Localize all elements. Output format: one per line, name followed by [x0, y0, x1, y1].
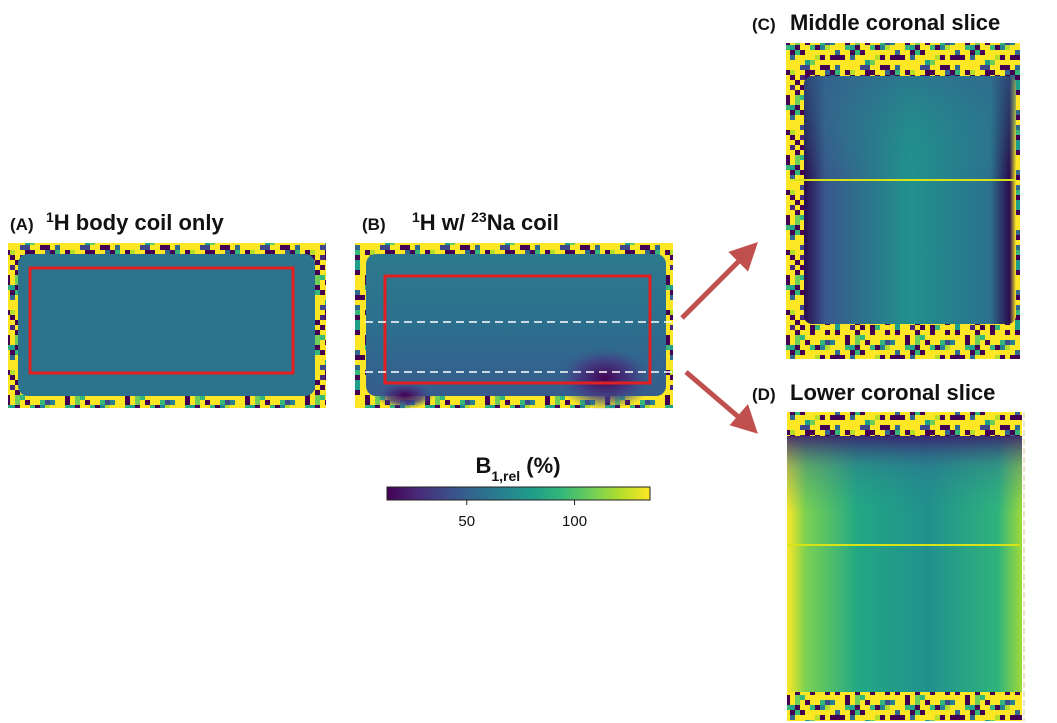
- arrow: [682, 258, 742, 318]
- tick-label: 50: [458, 513, 475, 530]
- title-part: Middle coronal slice: [790, 10, 1000, 35]
- title-part: 1: [46, 209, 54, 225]
- phantom-shading: [787, 436, 1022, 692]
- phantom-shading: [804, 76, 1016, 324]
- panel-label: (D): [752, 385, 776, 404]
- colorbar-ticks: 50 100: [458, 500, 587, 530]
- title-part: Na coil: [487, 210, 559, 235]
- label-part: B: [475, 453, 491, 478]
- label-part: (%): [520, 453, 560, 478]
- title-part: 23: [471, 209, 487, 225]
- title-part: H body coil only: [54, 210, 225, 235]
- panel-label: (B): [362, 215, 386, 234]
- panel-label: (A): [10, 215, 34, 234]
- panel-title: 1H body coil only: [46, 209, 224, 235]
- title-part: 1: [412, 209, 420, 225]
- title-part: H w/: [420, 210, 471, 235]
- figure: (A)1H body coil only(B)1H w/ 23Na coil(C…: [0, 0, 1057, 723]
- title-part: Lower coronal slice: [790, 380, 995, 405]
- panel-label: (C): [752, 15, 776, 34]
- colorbar: [387, 487, 650, 500]
- arrow-head: [734, 409, 754, 430]
- phantom: [18, 254, 315, 396]
- colorbar-label: B1,rel (%): [475, 453, 560, 484]
- panel-title: Middle coronal slice: [790, 10, 1000, 35]
- panel-title: 1H w/ 23Na coil: [412, 209, 559, 235]
- arrow: [686, 372, 742, 420]
- low-b1-region: [555, 346, 655, 410]
- low-b1-region: [375, 381, 435, 409]
- arrows: [682, 246, 754, 430]
- panel-title: Lower coronal slice: [790, 380, 995, 405]
- tick-label: 100: [562, 513, 587, 530]
- label-part: 1,rel: [491, 468, 520, 484]
